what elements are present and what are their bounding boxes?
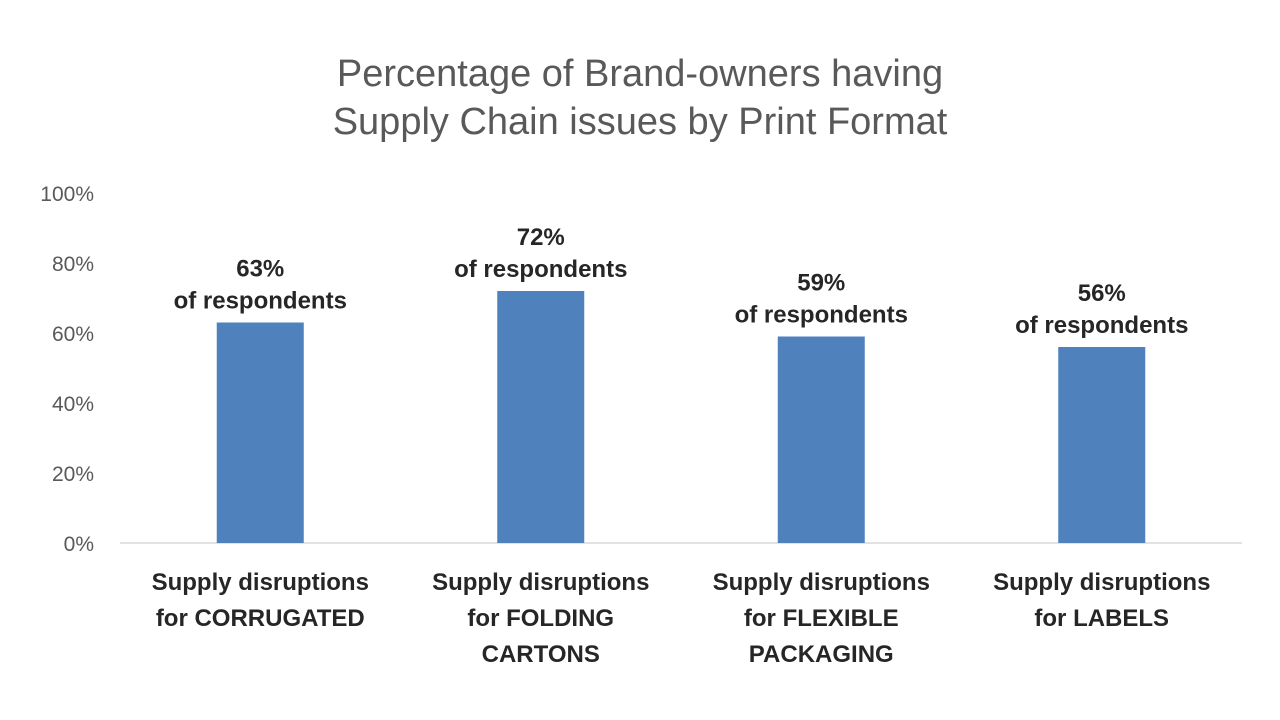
data-label: of respondents [174, 288, 347, 315]
x-tick-label: for CORRUGATED [156, 605, 365, 632]
bar-1 [216, 322, 304, 543]
data-label: 56% [1078, 280, 1126, 307]
data-label: of respondents [735, 302, 908, 329]
x-tick-label: PACKAGING [749, 641, 894, 668]
x-tick-label: for LABELS [1034, 605, 1169, 632]
x-tick-label: Supply disruptions [152, 569, 369, 596]
bar-4 [1058, 347, 1146, 543]
x-tick-label: for FLEXIBLE [744, 605, 899, 632]
x-tick-label: Supply disruptions [993, 569, 1210, 596]
data-label: of respondents [1015, 312, 1188, 339]
chart-title-line-1: Percentage of Brand-owners having [336, 53, 944, 95]
y-tick-label: 80% [52, 253, 94, 276]
y-tick-label: 60% [52, 323, 94, 346]
y-tick-label: 20% [52, 463, 94, 486]
chart-title: Percentage of Brand-owners having Supply… [0, 50, 1280, 146]
y-tick-label: 40% [52, 393, 94, 416]
data-label: of respondents [454, 256, 627, 283]
data-label: 59% [797, 270, 845, 297]
x-tick-label: CARTONS [482, 641, 600, 668]
chart-title-line-2: Supply Chain issues by Print Format [332, 101, 948, 143]
data-label: 72% [517, 224, 565, 251]
y-tick-label: 0% [64, 533, 94, 556]
bar-2 [497, 291, 585, 543]
data-label: 63% [236, 256, 284, 283]
x-tick-label: Supply disruptions [432, 569, 649, 596]
x-tick-label: for FOLDING [467, 605, 614, 632]
bar-3 [777, 336, 865, 543]
y-tick-label: 100% [40, 183, 94, 206]
x-tick-label: Supply disruptions [713, 569, 930, 596]
